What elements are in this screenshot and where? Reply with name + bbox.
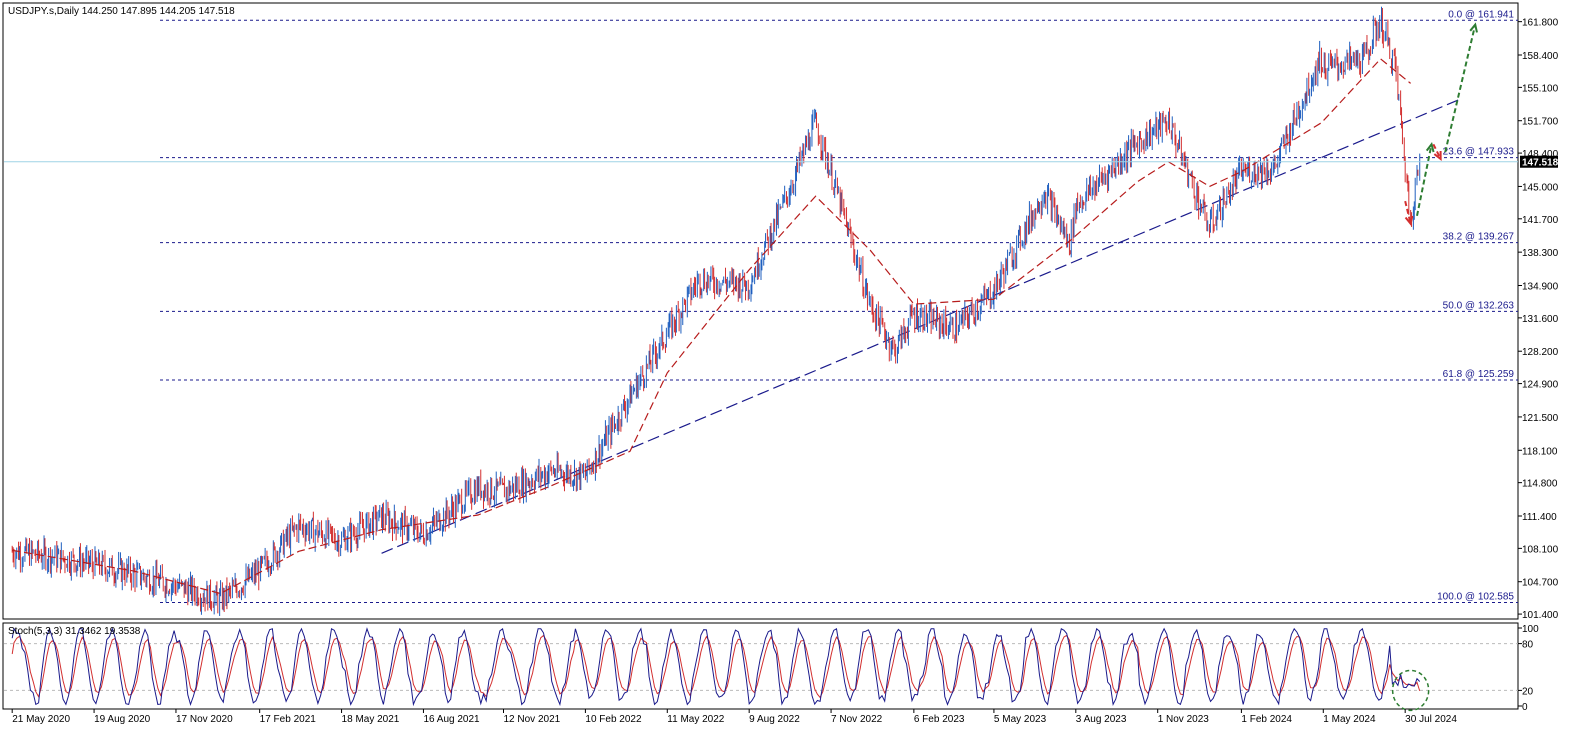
arrow-1 bbox=[1416, 144, 1433, 217]
y-tick-label-9: 131.600 bbox=[1522, 314, 1559, 325]
y-tick-label-10: 128.200 bbox=[1522, 347, 1559, 358]
arrow-head-3 bbox=[1469, 22, 1478, 33]
arrow-head-0 bbox=[1404, 215, 1414, 226]
x-tick-label-3: 17 Feb 2021 bbox=[260, 714, 317, 725]
x-tick-label-16: 1 May 2024 bbox=[1323, 714, 1376, 725]
fib-label-3: 50.0 @ 132.263 bbox=[1443, 300, 1515, 311]
x-tick-label-13: 3 Aug 2023 bbox=[1076, 714, 1127, 725]
y-tick-label-7: 138.300 bbox=[1522, 248, 1559, 259]
stoch-pane-frame bbox=[2, 622, 1519, 710]
y-tick-label-16: 108.100 bbox=[1522, 544, 1559, 555]
symbol-header: USDJPY.s,Daily 144.250 147.895 144.205 1… bbox=[8, 6, 235, 17]
stoch-signal-line bbox=[11, 634, 1421, 699]
stoch-tick-label-1: 80 bbox=[1522, 640, 1534, 651]
stoch-tick-label-0: 100 bbox=[1522, 624, 1539, 635]
stoch-levels bbox=[4, 643, 1518, 691]
y-tick-label-18: 101.400 bbox=[1522, 610, 1559, 621]
x-tick-label-5: 16 Aug 2021 bbox=[423, 714, 480, 725]
arrow-head-2 bbox=[1433, 150, 1442, 162]
x-tick-label-1: 19 Aug 2020 bbox=[94, 714, 151, 725]
stoch-main-line bbox=[11, 627, 1421, 707]
x-tick-label-11: 6 Feb 2023 bbox=[914, 714, 965, 725]
y-tick-label-13: 118.100 bbox=[1522, 446, 1558, 457]
projection-arrows bbox=[1404, 22, 1478, 226]
candle-series bbox=[11, 6, 1421, 616]
x-tick-label-0: 21 May 2020 bbox=[12, 714, 70, 725]
y-tick-label-14: 114.800 bbox=[1522, 479, 1558, 490]
stoch-tick-label-2: 20 bbox=[1522, 686, 1534, 697]
y-tick-label-12: 121.500 bbox=[1522, 413, 1559, 424]
fib-label-2: 38.2 @ 139.267 bbox=[1443, 232, 1515, 243]
fib-label-0: 0.0 @ 161.941 bbox=[1448, 9, 1514, 20]
arrow-2 bbox=[1432, 143, 1442, 160]
x-tick-label-9: 9 Aug 2022 bbox=[749, 714, 800, 725]
time-axis: 21 May 2020 19 Aug 2020 17 Nov 2020 17 Feb … bbox=[11, 709, 1457, 725]
arrow-head-1 bbox=[1425, 142, 1435, 153]
stoch-axis: 100 80 20 0 bbox=[1518, 624, 1539, 713]
oversold-circle bbox=[1391, 669, 1430, 712]
current-price-box bbox=[1520, 155, 1558, 168]
x-tick-label-8: 11 May 2022 bbox=[667, 714, 725, 725]
stoch-tick-label-3: 0 bbox=[1522, 702, 1528, 713]
fib-label-5: 100.0 @ 102.585 bbox=[1437, 591, 1514, 602]
y-tick-label-5: 145.000 bbox=[1522, 182, 1559, 193]
fib-label-1: 23.6 @ 147.933 bbox=[1443, 147, 1515, 158]
x-tick-label-7: 10 Feb 2022 bbox=[585, 714, 642, 725]
y-tick-label-4: 148.400 bbox=[1522, 149, 1559, 160]
price-axis: 161.800 158.400 155.100 151.700 148.400 145.0… bbox=[1518, 18, 1559, 621]
y-tick-label-6: 141.700 bbox=[1522, 215, 1559, 226]
arrow-3 bbox=[1444, 24, 1477, 153]
y-tick-label-17: 104.700 bbox=[1522, 578, 1559, 589]
current-price-label: 147.518 bbox=[1522, 158, 1559, 169]
y-tick-label-11: 124.900 bbox=[1522, 380, 1559, 391]
y-tick-label-3: 151.700 bbox=[1522, 117, 1559, 128]
x-tick-label-2: 17 Nov 2020 bbox=[176, 714, 233, 725]
current-price-tag: 147.518 bbox=[1520, 155, 1559, 169]
fib-label-4: 61.8 @ 125.259 bbox=[1443, 369, 1515, 380]
x-tick-label-17: 30 Jul 2024 bbox=[1405, 714, 1457, 725]
x-tick-label-10: 7 Nov 2022 bbox=[831, 714, 883, 725]
x-tick-label-14: 1 Nov 2023 bbox=[1158, 714, 1210, 725]
y-tick-label-8: 134.900 bbox=[1522, 281, 1559, 292]
y-tick-label-2: 155.100 bbox=[1522, 83, 1559, 94]
y-tick-label-15: 111.400 bbox=[1522, 512, 1557, 523]
y-tick-label-0: 161.800 bbox=[1522, 18, 1559, 29]
x-tick-label-4: 18 May 2021 bbox=[342, 714, 400, 725]
x-tick-label-12: 5 May 2023 bbox=[994, 714, 1047, 725]
y-tick-label-1: 158.400 bbox=[1522, 51, 1559, 62]
x-tick-label-6: 12 Nov 2021 bbox=[504, 714, 561, 725]
fibonacci-levels: 0.0 @ 161.941 23.6 @ 147.933 38.2 @ 139.26… bbox=[160, 9, 1518, 603]
stoch-header: Stoch(5,3,3) 31.3462 19.3538 bbox=[8, 626, 141, 637]
x-tick-label-15: 1 Feb 2024 bbox=[1241, 714, 1292, 725]
arrow-0 bbox=[1404, 200, 1412, 224]
moving-average-line bbox=[12, 58, 1411, 595]
